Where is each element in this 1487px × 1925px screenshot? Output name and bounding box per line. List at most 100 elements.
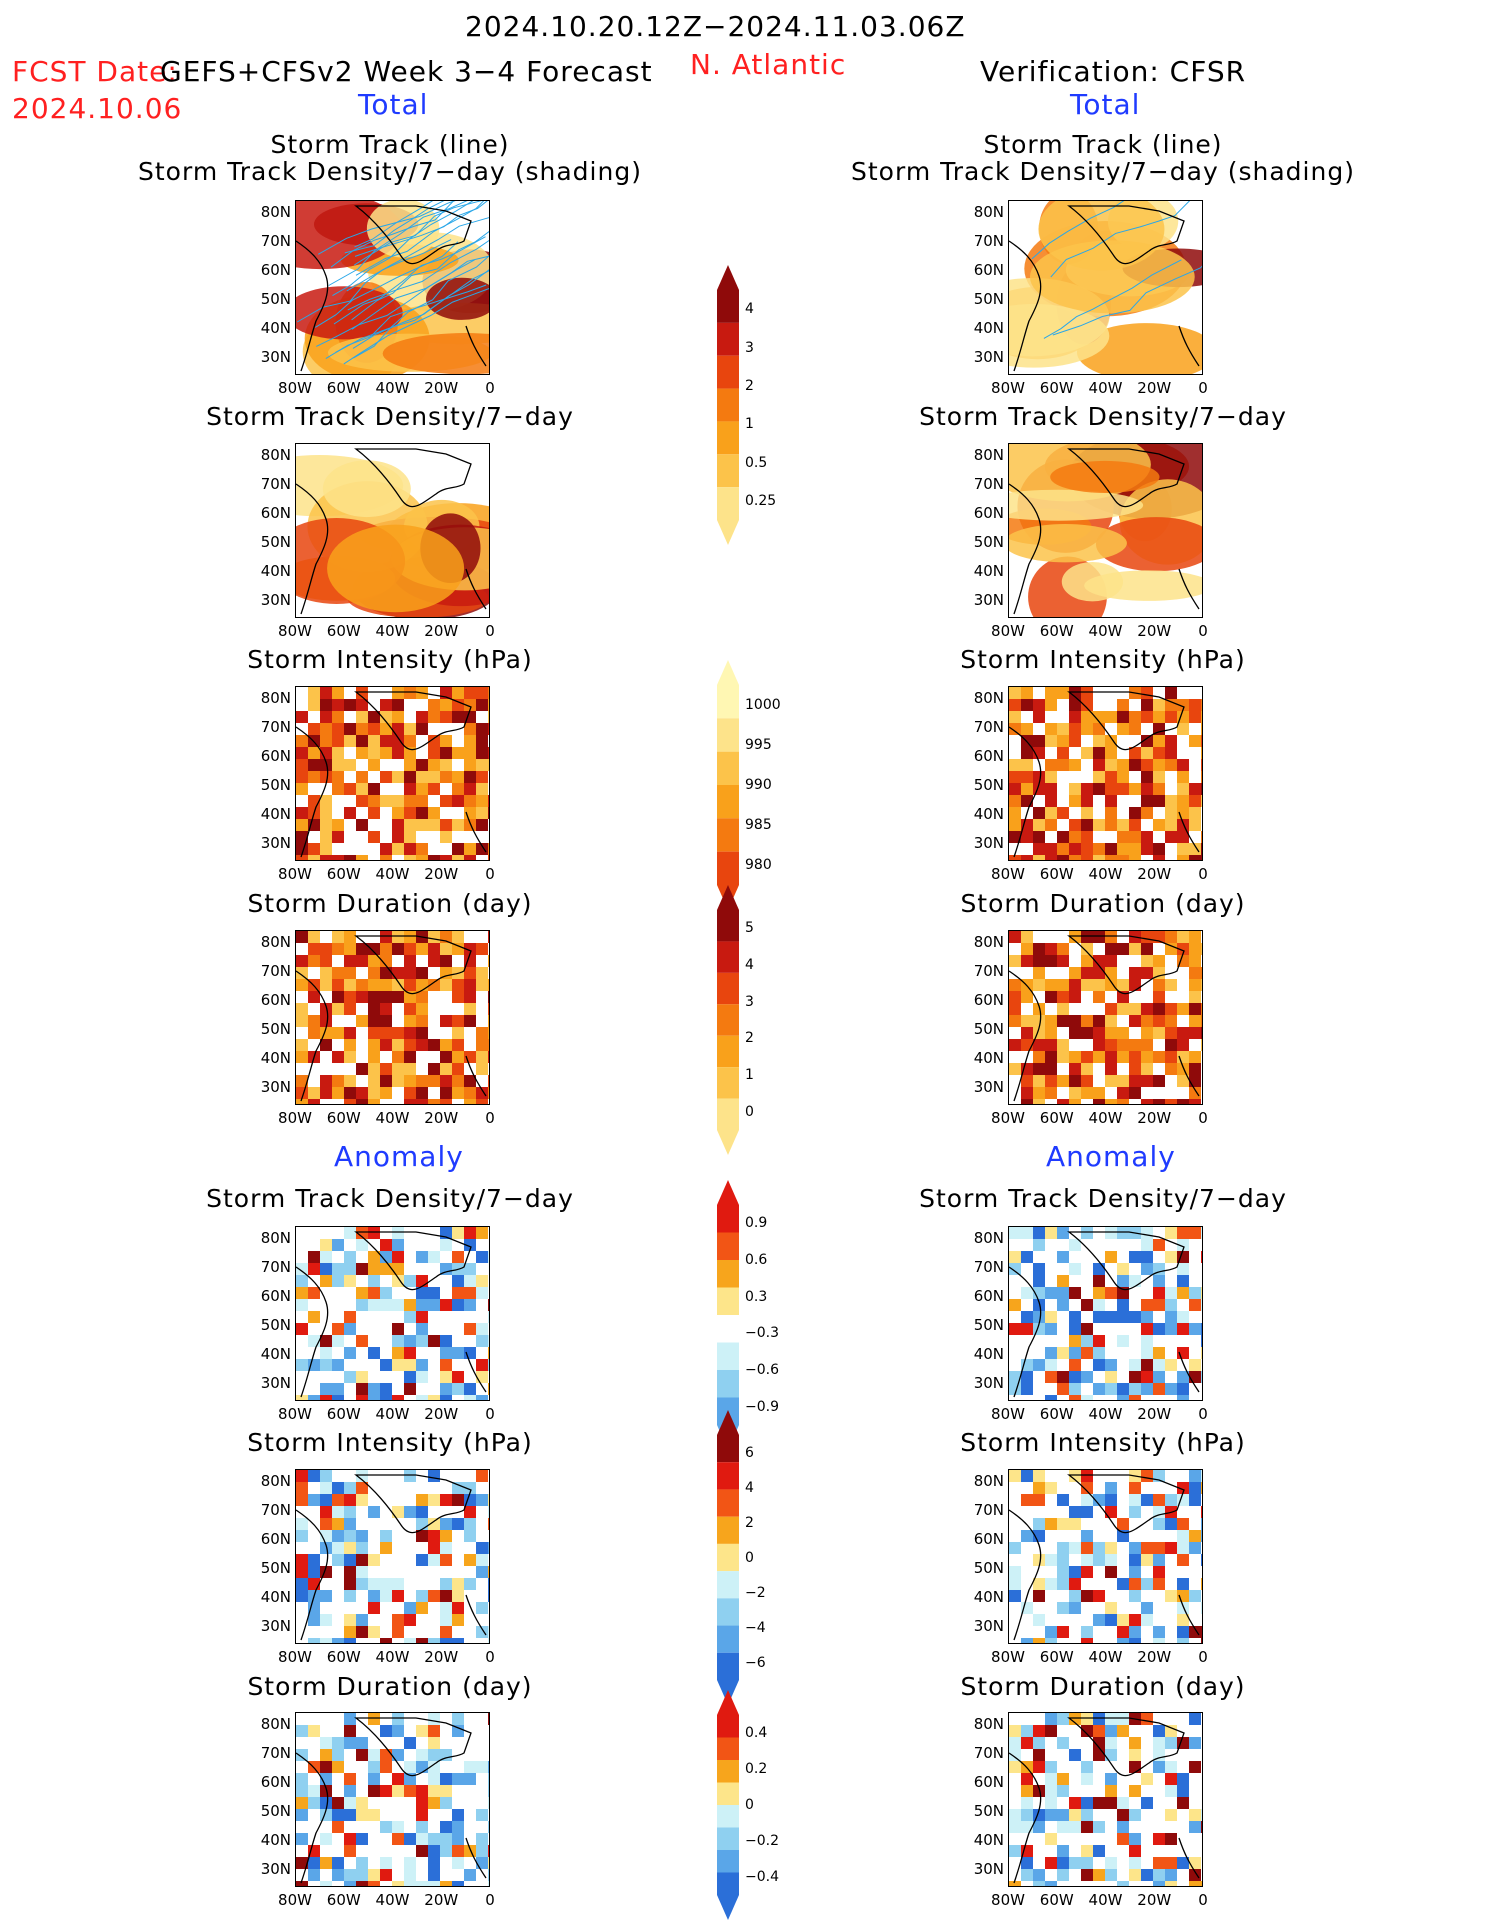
grid-cell (416, 1275, 428, 1287)
grid-cell (392, 979, 404, 991)
grid-cell (404, 1275, 416, 1287)
colorbar-swatch (717, 818, 739, 852)
grid-cell (380, 1003, 392, 1015)
map-shading (296, 1713, 489, 1886)
grid-cell (320, 1359, 332, 1371)
grid-cell (416, 1075, 428, 1087)
grid-cell (452, 1287, 464, 1299)
date-range-title: 2024.10.20.12Z−2024.11.03.06Z (465, 10, 966, 43)
grid-cell (428, 1845, 440, 1857)
grid-cell (1033, 735, 1045, 747)
grid-cell (452, 1051, 464, 1063)
grid-cell (356, 795, 368, 807)
grid-cell (404, 1335, 416, 1347)
grid-cell (1141, 759, 1153, 771)
grid-cell (1189, 1737, 1201, 1749)
grid-cell (344, 1833, 356, 1845)
grid-cell (1141, 1263, 1153, 1275)
grid-cell (344, 1039, 356, 1051)
map-shading (1009, 1470, 1202, 1643)
grid-cell (404, 1371, 416, 1383)
grid-cell (320, 1347, 332, 1359)
grid-cell (1033, 1239, 1045, 1251)
grid-cell (452, 783, 464, 795)
grid-cell (1153, 1371, 1165, 1383)
grid-cell (1117, 1797, 1129, 1809)
grid-cell (1069, 711, 1081, 723)
lon-tick-label: 40W (375, 865, 410, 883)
grid-cell (1153, 1857, 1165, 1869)
grid-cell (1129, 1395, 1141, 1400)
grid-cell (416, 1311, 428, 1323)
grid-cell (368, 1383, 380, 1395)
anomaly-right-label: Anomaly (1046, 1140, 1176, 1173)
grid-cell (332, 711, 344, 723)
lon-tick-label: 40W (1088, 379, 1123, 397)
grid-cell (1105, 711, 1117, 723)
lon-tick-label: 20W (1137, 1109, 1172, 1127)
grid-cell (440, 967, 452, 979)
grid-cell (356, 1614, 368, 1626)
storm-track-line (351, 231, 489, 321)
grid-cell (1093, 1797, 1105, 1809)
grid-cell (308, 1566, 320, 1578)
storm-track-line (354, 201, 482, 266)
grid-cell (320, 1039, 332, 1051)
grid-cell (356, 723, 368, 735)
grid-cell (392, 831, 404, 843)
grid-cell (1189, 1015, 1201, 1027)
grid-cell (308, 795, 320, 807)
grid-cell (344, 991, 356, 1003)
grid-cell (1033, 1881, 1045, 1886)
grid-cell (392, 1347, 404, 1359)
grid-cell (356, 771, 368, 783)
fcst-date-label: FCST Date: (12, 55, 178, 88)
grid-cell (440, 1371, 452, 1383)
lat-tick-label: 40N (260, 805, 291, 823)
grid-cell (308, 1470, 320, 1482)
grid-cell (356, 1749, 368, 1761)
colorbar-swatch (717, 1004, 739, 1036)
lat-tick-label: 50N (260, 533, 291, 551)
grid-cell (344, 723, 356, 735)
grid-cell (344, 1311, 356, 1323)
grid-cell (1057, 1773, 1069, 1785)
grid-cell (320, 967, 332, 979)
grid-cell (308, 1785, 320, 1797)
grid-cell (1201, 1227, 1202, 1239)
grid-cell (308, 1287, 320, 1299)
grid-cell (1105, 943, 1117, 955)
grid-cell (320, 1263, 332, 1275)
grid-cell (428, 747, 440, 759)
grid-cell (452, 1809, 464, 1821)
grid-cell (464, 1518, 476, 1530)
map-panel-forecast-5 (295, 1226, 490, 1401)
grid-cell (452, 1833, 464, 1845)
grid-cell (1081, 1626, 1093, 1638)
grid-cell (344, 1099, 356, 1104)
grid-cell (1129, 1039, 1141, 1051)
grid-cell (488, 1075, 489, 1087)
grid-cell (404, 1087, 416, 1099)
shading-blob (382, 333, 489, 374)
grid-cell (1057, 1075, 1069, 1087)
grid-cell (1021, 1075, 1033, 1087)
grid-cell (428, 1725, 440, 1737)
grid-cell (344, 1785, 356, 1797)
grid-cell (1129, 1749, 1141, 1761)
grid-cell (1117, 855, 1129, 860)
grid-cell (332, 687, 344, 699)
grid-cell (1021, 1470, 1033, 1482)
grid-cell (476, 735, 488, 747)
grid-cell (1153, 1015, 1165, 1027)
total-right-label: Total (1070, 88, 1141, 121)
grid-cell (1069, 1713, 1081, 1725)
grid-cell (1141, 1542, 1153, 1554)
grid-cell (1009, 1761, 1021, 1773)
grid-cell (368, 967, 380, 979)
grid-cell (1009, 807, 1021, 819)
grid-cell (1045, 1371, 1057, 1383)
grid-cell (344, 979, 356, 991)
grid-cell (416, 1725, 428, 1737)
total-left-label: Total (358, 88, 429, 121)
